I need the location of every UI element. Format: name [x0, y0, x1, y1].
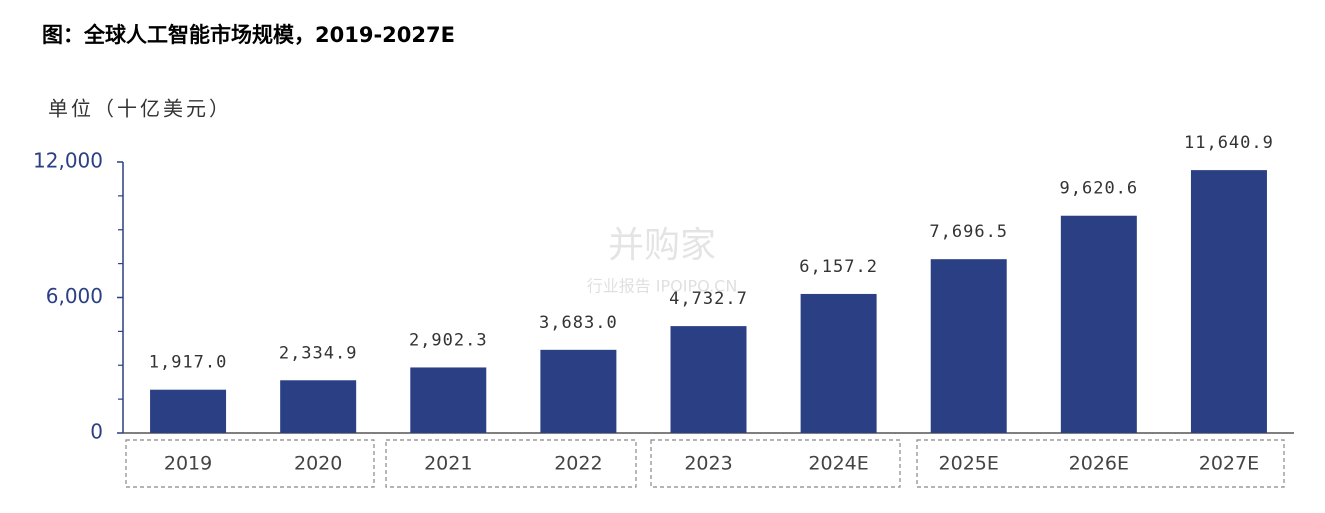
x-tick-label: 2026E [1069, 453, 1129, 475]
bar [1060, 215, 1137, 433]
value-label: 4,732.7 [669, 289, 748, 309]
group-box [650, 439, 901, 488]
x-tick-label: 2025E [939, 453, 999, 475]
x-tick-label: 2019 [164, 453, 212, 475]
value-label: 7,696.5 [929, 222, 1008, 242]
value-label: 1,917.0 [149, 353, 228, 373]
bar [150, 389, 227, 433]
y-tick-label: 6,000 [46, 284, 103, 308]
y-tick-label: 0 [90, 420, 103, 444]
x-tick-label: 2024E [808, 453, 868, 475]
value-label: 2,334.9 [279, 343, 358, 363]
y-tick-label: 12,000 [33, 149, 103, 173]
value-label: 9,620.6 [1060, 179, 1139, 199]
bar [280, 380, 357, 433]
watermark: 行业报告 IPOIPO.CN [587, 277, 738, 296]
value-label: 6,157.2 [799, 257, 878, 277]
value-label: 2,902.3 [409, 330, 488, 350]
value-label: 3,683.0 [539, 313, 618, 333]
bar [1190, 170, 1267, 433]
bar [410, 367, 487, 433]
bar [540, 349, 617, 433]
bar [930, 259, 1007, 433]
group-box [916, 439, 1285, 488]
chart-title: 图：全球人工智能市场规模，2019-2027E [42, 23, 455, 47]
x-tick-label: 2023 [684, 453, 732, 475]
value-label: 11,640.9 [1184, 133, 1274, 153]
group-box [385, 439, 637, 488]
x-tick-label: 2021 [424, 453, 472, 475]
watermark: 并购家 [608, 225, 716, 266]
x-tick-label: 2022 [554, 453, 602, 475]
bar [670, 326, 747, 433]
x-tick-label: 2027E [1199, 453, 1259, 475]
y-axis-label: 单位（十亿美元） [48, 97, 232, 121]
x-tick-label: 2020 [294, 453, 342, 475]
bar [800, 293, 877, 433]
